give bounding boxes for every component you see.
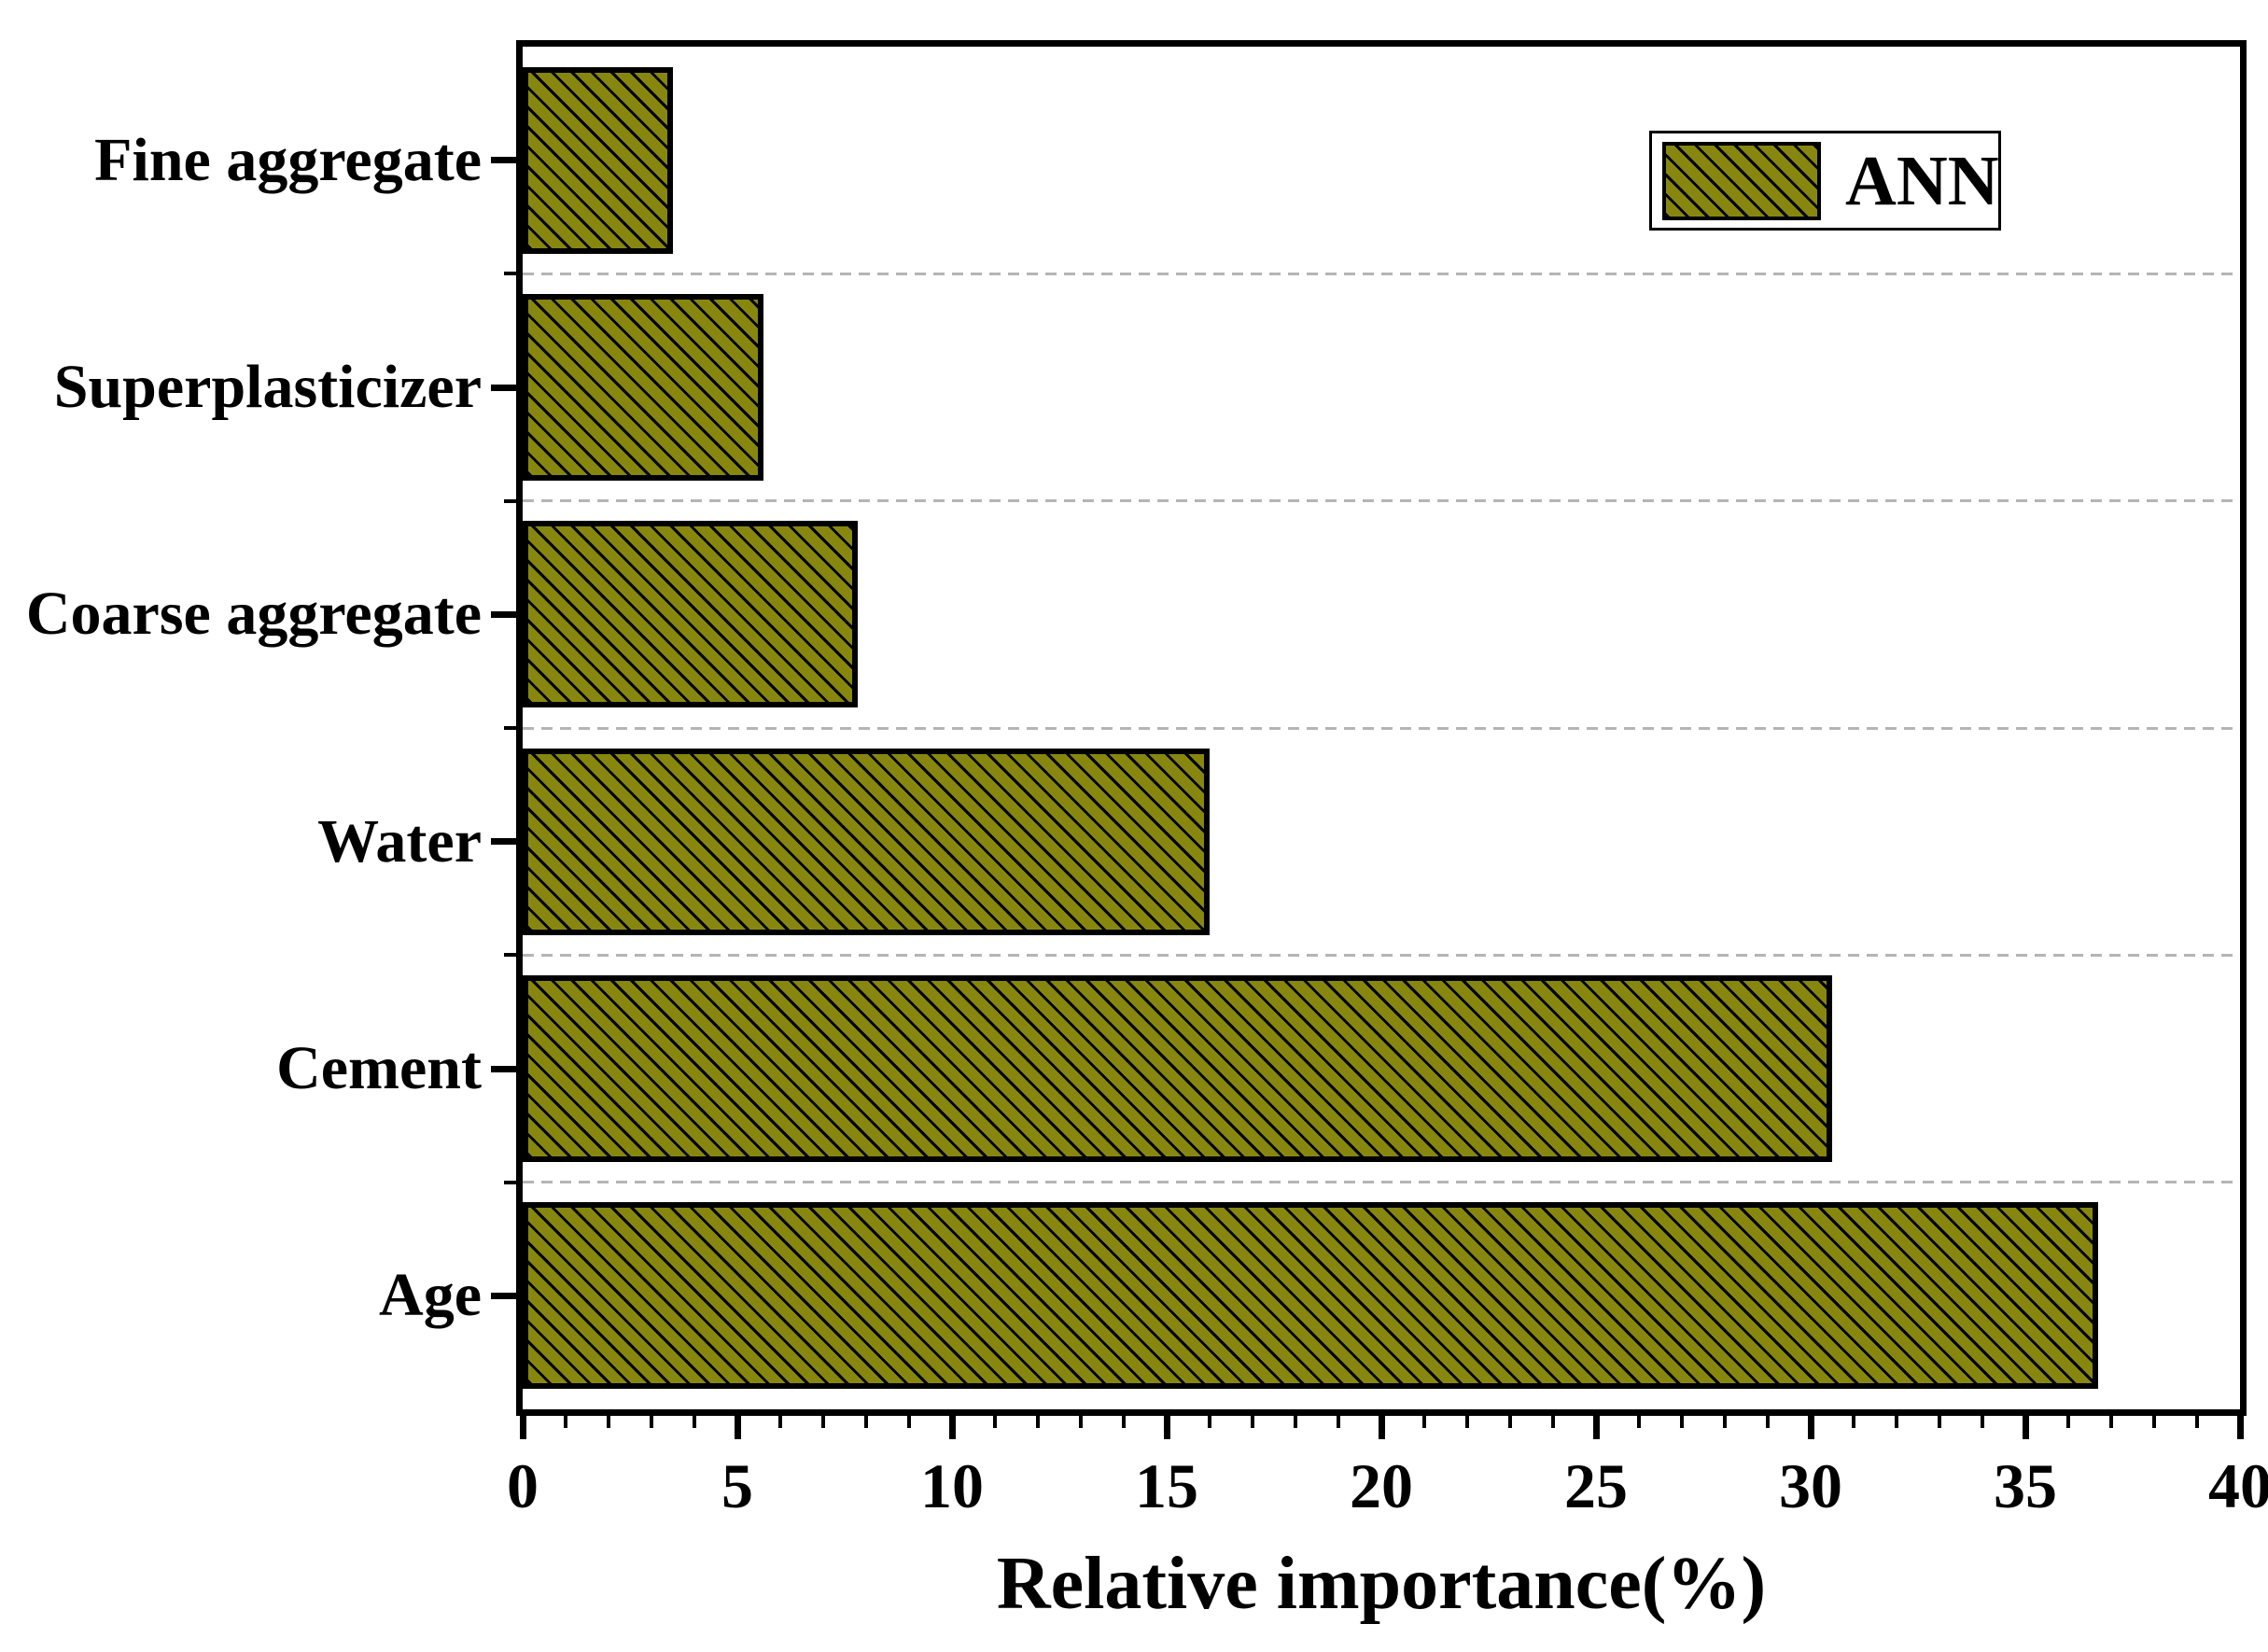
- x-minor-tick-1: [564, 1416, 567, 1428]
- x-minor-tick-37: [2109, 1416, 2113, 1428]
- y-major-tick-coarse-aggregate: [491, 610, 516, 618]
- x-minor-tick-13: [1079, 1416, 1083, 1428]
- x-minor-tick-3: [650, 1416, 653, 1428]
- x-tick-label-35: 35: [1994, 1450, 2057, 1521]
- x-major-tick-0: [519, 1416, 526, 1439]
- x-axis-title: Relative importance(%): [996, 1543, 1767, 1625]
- x-minor-tick-31: [1852, 1416, 1855, 1428]
- x-major-tick-20: [1378, 1416, 1385, 1439]
- y-minor-tick-boundary-4: [504, 953, 516, 958]
- x-minor-tick-7: [821, 1416, 825, 1428]
- y-axis-label-cement: Cement: [276, 1034, 482, 1102]
- y-major-tick-superplasticizer: [491, 384, 516, 391]
- x-minor-tick-9: [907, 1416, 911, 1428]
- x-major-tick-30: [1807, 1416, 1814, 1439]
- category-boundary-gridline-4: [523, 953, 2240, 957]
- y-minor-tick-boundary-5: [504, 1180, 516, 1184]
- x-major-tick-5: [734, 1416, 741, 1439]
- x-minor-tick-21: [1422, 1416, 1426, 1428]
- category-boundary-gridline-3: [523, 726, 2240, 730]
- x-minor-tick-18: [1294, 1416, 1297, 1428]
- x-tick-label-25: 25: [1564, 1450, 1628, 1521]
- category-boundary-gridline-1: [523, 272, 2240, 275]
- x-major-tick-15: [1163, 1416, 1170, 1439]
- bar-fine-aggregate: [523, 66, 673, 254]
- y-axis-label-superplasticizer: Superplasticizer: [53, 353, 482, 421]
- category-boundary-gridline-5: [523, 1181, 2240, 1184]
- x-tick-label-30: 30: [1779, 1450, 1842, 1521]
- x-minor-tick-2: [607, 1416, 610, 1428]
- legend-swatch-ann-icon: [1662, 141, 1821, 220]
- y-axis-label-water: Water: [317, 806, 482, 875]
- x-major-tick-40: [2236, 1416, 2244, 1439]
- x-minor-tick-32: [1895, 1416, 1898, 1428]
- x-tick-label-20: 20: [1350, 1450, 1413, 1521]
- x-major-tick-25: [1592, 1416, 1600, 1439]
- y-minor-tick-boundary-1: [504, 272, 516, 276]
- x-minor-tick-19: [1337, 1416, 1340, 1428]
- x-minor-tick-8: [864, 1416, 868, 1428]
- x-minor-tick-39: [2195, 1416, 2199, 1428]
- y-major-tick-age: [491, 1292, 516, 1299]
- x-minor-tick-34: [1981, 1416, 1984, 1428]
- x-minor-tick-38: [2152, 1416, 2156, 1428]
- y-minor-tick-boundary-3: [504, 726, 516, 730]
- x-tick-label-10: 10: [920, 1450, 984, 1521]
- x-minor-tick-6: [778, 1416, 782, 1428]
- x-minor-tick-23: [1508, 1416, 1512, 1428]
- y-axis-label-age: Age: [379, 1261, 482, 1330]
- x-minor-tick-36: [2066, 1416, 2070, 1428]
- x-minor-tick-4: [693, 1416, 696, 1428]
- bar-cement: [523, 975, 1832, 1162]
- bar-age: [523, 1202, 2098, 1390]
- y-major-tick-cement: [491, 1065, 516, 1072]
- x-minor-tick-28: [1723, 1416, 1727, 1428]
- x-minor-tick-11: [993, 1416, 997, 1428]
- x-major-tick-35: [2022, 1416, 2029, 1439]
- legend: ANN: [1649, 131, 2001, 231]
- x-tick-label-0: 0: [507, 1450, 539, 1521]
- bar-water: [523, 748, 1210, 935]
- y-major-tick-water: [491, 838, 516, 846]
- x-minor-tick-27: [1680, 1416, 1684, 1428]
- y-axis-label-coarse-aggregate: Coarse aggregate: [25, 580, 482, 649]
- y-minor-tick-boundary-2: [504, 498, 516, 503]
- bar-coarse-aggregate: [523, 521, 858, 708]
- x-minor-tick-29: [1766, 1416, 1770, 1428]
- bar-superplasticizer: [523, 294, 763, 481]
- y-axis-label-fine-aggregate: Fine aggregate: [94, 125, 482, 194]
- x-minor-tick-26: [1637, 1416, 1641, 1428]
- x-minor-tick-17: [1251, 1416, 1254, 1428]
- category-boundary-gridline-2: [523, 499, 2240, 503]
- legend-label-ann: ANN: [1845, 141, 1999, 220]
- x-major-tick-10: [948, 1416, 956, 1439]
- x-tick-label-40: 40: [2208, 1450, 2268, 1521]
- plot-area: ANN: [516, 40, 2247, 1416]
- x-minor-tick-12: [1036, 1416, 1040, 1428]
- x-tick-label-15: 15: [1135, 1450, 1198, 1521]
- x-minor-tick-22: [1465, 1416, 1469, 1428]
- x-tick-label-5: 5: [721, 1450, 753, 1521]
- y-major-tick-fine-aggregate: [491, 157, 516, 164]
- x-minor-tick-33: [1938, 1416, 1941, 1428]
- x-minor-tick-24: [1551, 1416, 1555, 1428]
- x-minor-tick-14: [1122, 1416, 1126, 1428]
- x-minor-tick-16: [1208, 1416, 1211, 1428]
